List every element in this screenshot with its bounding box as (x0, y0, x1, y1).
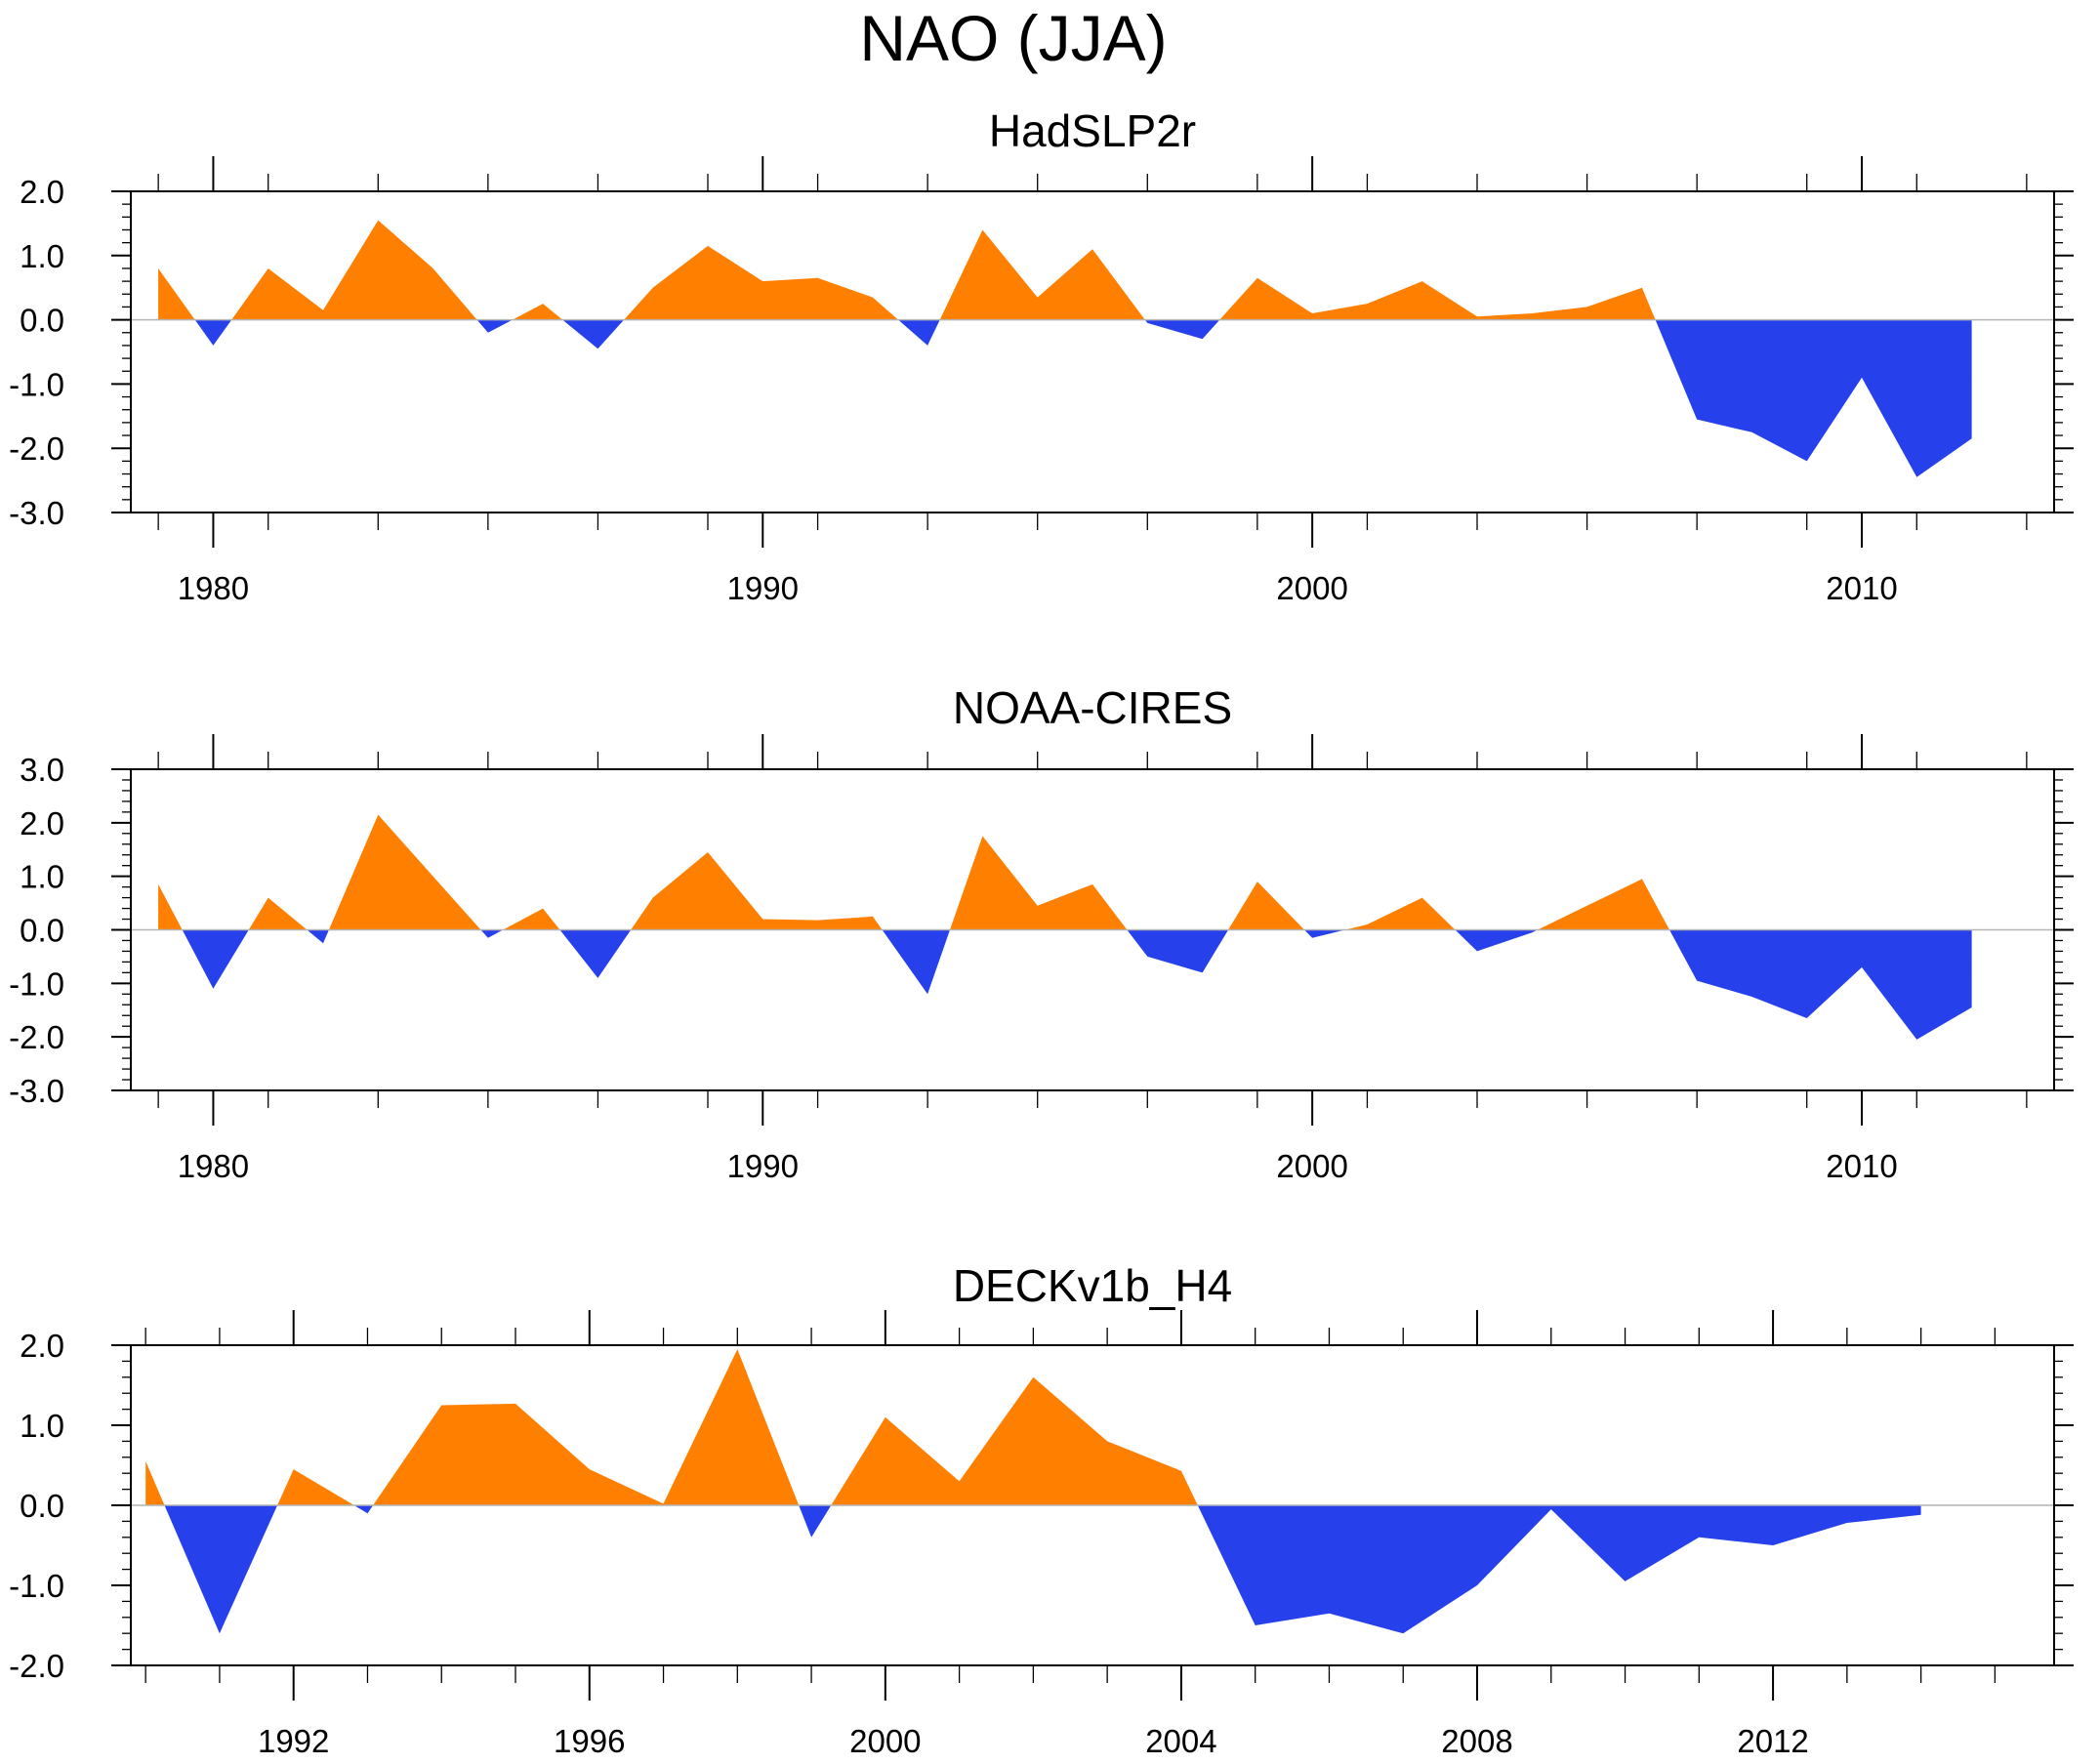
x-tick-label: 1990 (727, 570, 799, 606)
x-tick-label: 2000 (1276, 570, 1347, 606)
positive-area (624, 245, 899, 320)
negative-area (1127, 929, 1229, 973)
positive-area (1344, 897, 1456, 930)
negative-area (307, 929, 329, 944)
y-tick-label: -1.0 (9, 1568, 64, 1604)
panel-title: NOAA-CIRES (953, 682, 1232, 733)
positive-area (1228, 882, 1305, 930)
negative-area (182, 929, 249, 989)
x-tick-label: 2010 (1826, 570, 1897, 606)
y-tick-label: 2.0 (20, 805, 64, 841)
positive-area (831, 1376, 1198, 1505)
x-tick-label: 1996 (554, 1723, 625, 1759)
positive-area (373, 1349, 800, 1505)
positive-area (1219, 277, 1656, 320)
x-tick-label: 2010 (1826, 1148, 1897, 1184)
negative-area (480, 929, 504, 938)
panel-title: HadSLP2r (989, 105, 1196, 156)
y-tick-label: -3.0 (9, 1073, 64, 1109)
positive-area (328, 814, 481, 930)
panel-title: DECKv1b_H4 (953, 1260, 1232, 1311)
negative-area (898, 319, 940, 346)
y-tick-label: 2.0 (20, 1328, 64, 1364)
negative-area (562, 319, 625, 349)
negative-area (1144, 319, 1220, 340)
y-tick-label: 0.0 (20, 913, 64, 949)
y-tick-label: 1.0 (20, 238, 64, 274)
y-tick-label: -2.0 (9, 1019, 64, 1055)
positive-area (158, 268, 195, 320)
panel-1: HadSLP2r 2.0 1.0 0.0 -1.0 -2.0 -3.0 1980 1990 200… (9, 105, 2074, 606)
y-tick-label: -2.0 (9, 1648, 64, 1684)
positive-area (248, 897, 308, 930)
figure-title: NAO (JJA) (859, 2, 1167, 74)
plot-frame (130, 190, 2055, 513)
x-tick-label: 1992 (258, 1723, 329, 1759)
negative-area (164, 1505, 278, 1634)
x-tick-label: 2008 (1441, 1723, 1512, 1759)
negative-area (194, 319, 232, 346)
y-tick-label: 0.0 (20, 303, 64, 339)
negative-area (1455, 929, 1538, 952)
positive-area (158, 883, 183, 930)
y-tick-label: -1.0 (9, 965, 64, 1002)
negative-area (353, 1505, 374, 1514)
x-tick-label: 1990 (727, 1148, 799, 1184)
panel-2: NOAA-CIRES 3.0 2.0 1.0 0.0 -1.0 -2.0 -3.0 1980 19… (9, 682, 2074, 1184)
y-tick-label: 2.0 (20, 174, 64, 210)
panel-3: DECKv1b_H4 2.0 1.0 0.0 -1.0 -2.0 1992 1996 2000 2… (9, 1260, 2074, 1759)
y-tick-label: 1.0 (20, 859, 64, 895)
y-tick-label: -2.0 (9, 431, 64, 467)
y-tick-label: -1.0 (9, 366, 64, 402)
positive-area (277, 1469, 354, 1505)
y-tick-label: 0.0 (20, 1488, 64, 1524)
x-tick-label: 2000 (1276, 1148, 1347, 1184)
x-tick-label: 2004 (1145, 1723, 1216, 1759)
x-tick-label: 1980 (178, 570, 249, 606)
negative-area (1669, 929, 1972, 1040)
negative-area (1304, 929, 1345, 938)
positive-area (631, 852, 883, 930)
positive-area (512, 304, 563, 320)
positive-area (145, 1460, 165, 1505)
y-tick-label: -3.0 (9, 495, 64, 531)
positive-area (231, 220, 477, 320)
y-tick-label: 3.0 (20, 752, 64, 788)
negative-area (1655, 319, 1972, 477)
negative-area (882, 929, 950, 995)
negative-area (799, 1505, 832, 1538)
positive-area (1537, 879, 1669, 930)
x-tick-label: 2012 (1737, 1723, 1808, 1759)
negative-area (1197, 1505, 1921, 1634)
positive-area (939, 229, 1145, 320)
positive-area (950, 836, 1128, 930)
x-tick-label: 2000 (849, 1723, 921, 1759)
negative-area (476, 319, 513, 333)
negative-area (559, 929, 632, 978)
x-tick-label: 1980 (178, 1148, 249, 1184)
positive-area (503, 908, 560, 930)
y-tick-label: 1.0 (20, 1408, 64, 1444)
